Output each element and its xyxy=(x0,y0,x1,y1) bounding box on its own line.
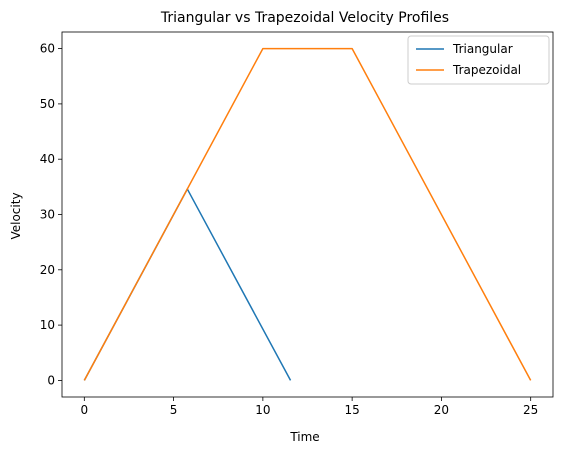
y-tick-label: 10 xyxy=(40,318,55,332)
plot-area xyxy=(62,32,553,397)
y-tick-label: 0 xyxy=(47,373,55,387)
x-tick-label: 10 xyxy=(255,403,270,417)
y-tick-label: 20 xyxy=(40,263,55,277)
x-tick-label: 15 xyxy=(344,403,359,417)
y-tick-label: 30 xyxy=(40,208,55,222)
x-axis-label: Time xyxy=(289,430,319,444)
legend-label-triangular: Triangular xyxy=(452,42,513,56)
series-line-trapezoidal xyxy=(83,47,532,381)
chart-title: Triangular vs Trapezoidal Velocity Profi… xyxy=(160,10,449,26)
plot-frame xyxy=(61,31,554,398)
legend-box xyxy=(407,35,550,85)
legend-label-trapezoidal: Trapezoidal xyxy=(452,63,521,77)
axes-layer: 0 5 10 15 20 25 0 10 20 30 40 50 60 xyxy=(40,31,554,417)
y-tick-label: 60 xyxy=(40,42,55,56)
y-tick-label: 40 xyxy=(40,152,55,166)
y-tick-label: 50 xyxy=(40,97,55,111)
legend: Triangular Trapezoidal xyxy=(407,35,550,85)
x-tick-label: 0 xyxy=(80,403,88,417)
plot-background xyxy=(62,32,553,397)
x-tick-label: 5 xyxy=(170,403,178,417)
series-layer xyxy=(83,47,532,381)
y-axis-label: Velocity xyxy=(9,192,23,239)
x-tick-label: 25 xyxy=(523,403,538,417)
x-tick-label: 20 xyxy=(434,403,449,417)
